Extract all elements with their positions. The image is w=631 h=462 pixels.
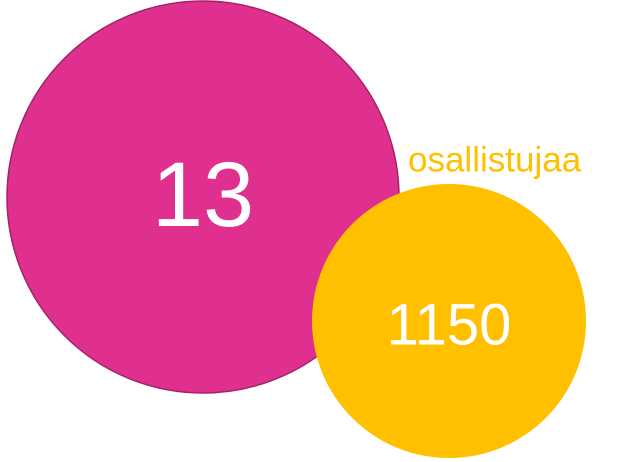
- participants-label: osallistujaa: [408, 141, 582, 180]
- count-participants: 1150: [387, 293, 512, 358]
- count-participants-groups: 13: [152, 144, 254, 246]
- yellow-circle: [312, 184, 586, 458]
